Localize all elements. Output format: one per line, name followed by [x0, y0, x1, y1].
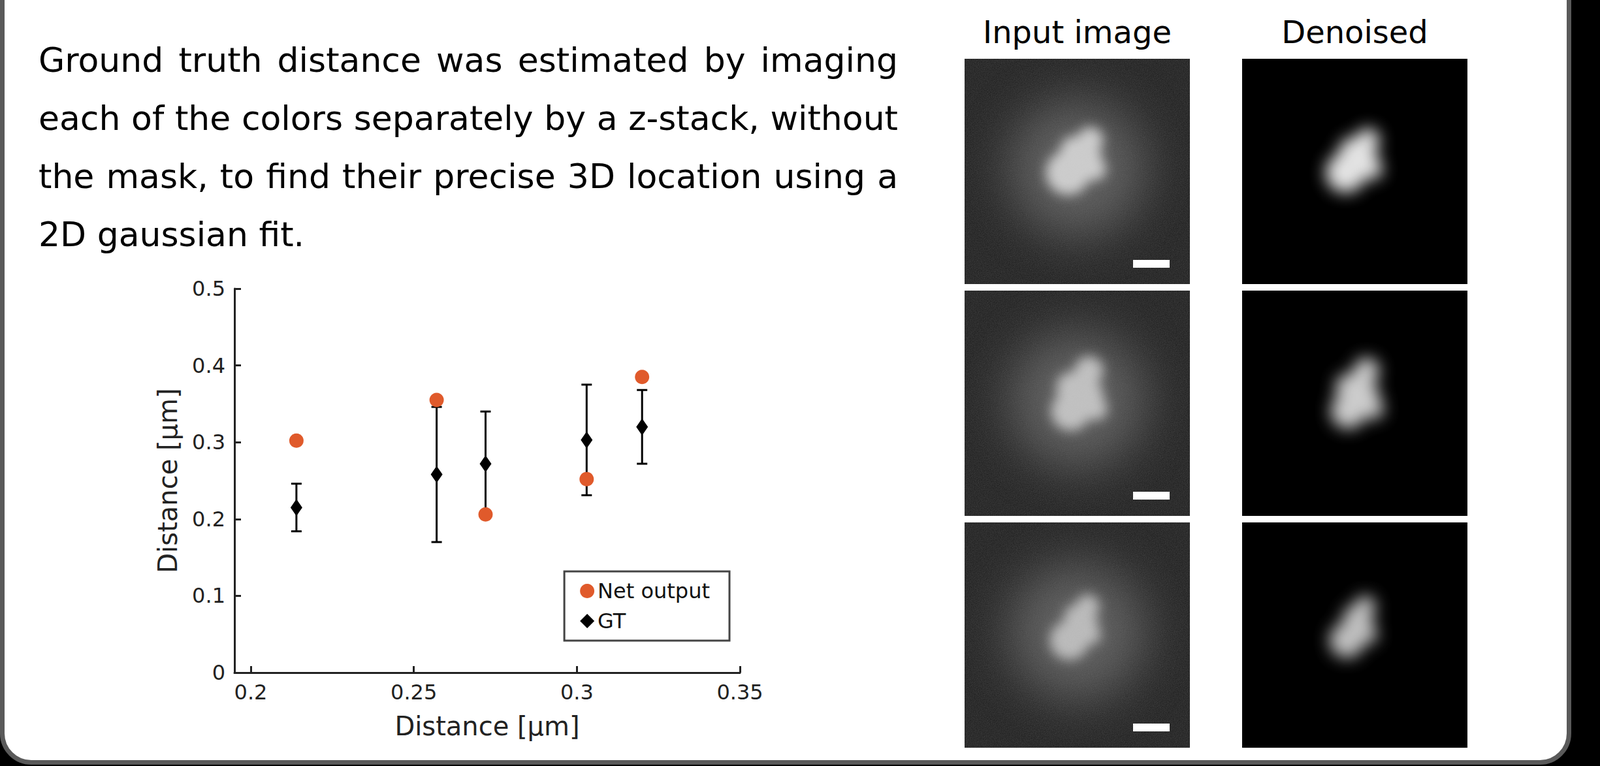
html-text:Ground truth distance was esti: Ground truth distance was estimated by i…	[38, 40, 898, 255]
svg-text:0.2: 0.2	[192, 506, 226, 532]
svg-text:0.1: 0.1	[192, 583, 226, 608]
svg-text:0.5: 0.5	[192, 276, 226, 302]
svg-text:0.4: 0.4	[192, 353, 226, 379]
svg-text:0.3: 0.3	[192, 429, 226, 455]
svg-text:Distance [μm]: Distance [μm]	[152, 387, 183, 573]
svg-text:0.25: 0.25	[390, 679, 437, 705]
svg-text:0.35: 0.35	[716, 679, 763, 705]
svg-text:Net output: Net output	[597, 578, 710, 604]
svg-text:0.3: 0.3	[560, 679, 594, 705]
svg-text:Distance [μm]: Distance [μm]	[394, 711, 580, 742]
svg-text:Input image: Input image	[982, 13, 1172, 51]
svg-text:0.2: 0.2	[234, 679, 268, 705]
svg-text:0: 0	[212, 660, 226, 686]
svg-text:GT: GT	[597, 608, 627, 634]
svg-text:Denoised: Denoised	[1281, 13, 1429, 51]
